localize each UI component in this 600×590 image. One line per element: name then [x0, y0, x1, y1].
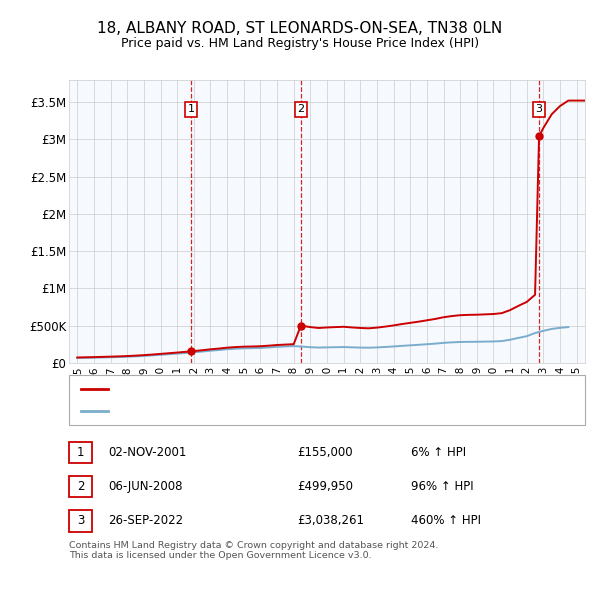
Text: 3: 3	[77, 514, 84, 527]
Text: £499,950: £499,950	[297, 480, 353, 493]
Text: Price paid vs. HM Land Registry's House Price Index (HPI): Price paid vs. HM Land Registry's House …	[121, 37, 479, 50]
Text: 18, ALBANY ROAD, ST LEONARDS-ON-SEA, TN38 0LN (detached house): 18, ALBANY ROAD, ST LEONARDS-ON-SEA, TN3…	[115, 384, 486, 394]
Text: Contains HM Land Registry data © Crown copyright and database right 2024.
This d: Contains HM Land Registry data © Crown c…	[69, 541, 439, 560]
Text: 2: 2	[77, 480, 84, 493]
Bar	[191, 80, 301, 363]
Text: 460% ↑ HPI: 460% ↑ HPI	[411, 514, 481, 527]
Text: £3,038,261: £3,038,261	[297, 514, 364, 527]
Text: 2: 2	[298, 104, 304, 114]
Text: 18, ALBANY ROAD, ST LEONARDS-ON-SEA, TN38 0LN: 18, ALBANY ROAD, ST LEONARDS-ON-SEA, TN3…	[97, 21, 503, 35]
Text: HPI: Average price, detached house, Hastings: HPI: Average price, detached house, Hast…	[115, 406, 353, 416]
Text: 96% ↑ HPI: 96% ↑ HPI	[411, 480, 473, 493]
Bar	[69, 80, 191, 363]
Text: £155,000: £155,000	[297, 446, 353, 459]
Text: 26-SEP-2022: 26-SEP-2022	[108, 514, 183, 527]
Text: 6% ↑ HPI: 6% ↑ HPI	[411, 446, 466, 459]
Text: 06-JUN-2008: 06-JUN-2008	[108, 480, 182, 493]
Bar	[539, 80, 585, 363]
Text: 02-NOV-2001: 02-NOV-2001	[108, 446, 187, 459]
Text: 3: 3	[536, 104, 542, 114]
Text: 1: 1	[77, 446, 84, 459]
Text: 1: 1	[188, 104, 194, 114]
Bar	[301, 80, 539, 363]
